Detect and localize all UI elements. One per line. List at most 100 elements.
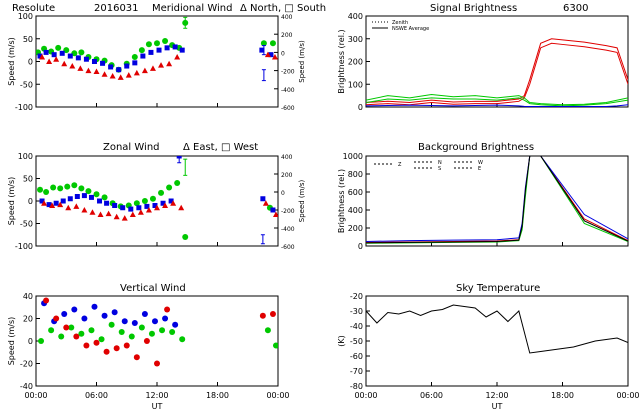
meridional-point: [116, 67, 122, 73]
zonal-point: [50, 184, 57, 191]
zonal-point: [81, 207, 88, 213]
sky-ytick-label: -80: [350, 382, 363, 391]
meridional-point: [156, 47, 162, 53]
background-ytick-label: 400: [348, 206, 363, 215]
meridional-point: [53, 56, 60, 62]
meridional-title: Meridional Wind: [152, 3, 232, 14]
vertical-xtick-label: 12:00: [145, 391, 168, 400]
zonal-point: [120, 205, 126, 211]
vertical-point: [78, 330, 85, 337]
background-title: Background Brightness: [418, 142, 534, 153]
vertical-point: [103, 348, 110, 355]
zonal-ytick-label: -100: [15, 242, 33, 251]
vertical-point: [68, 324, 75, 331]
meridional-point: [174, 53, 181, 60]
zonal-point: [105, 210, 112, 217]
signal-ytick-label: 300: [348, 35, 363, 44]
meridional-point: [141, 67, 148, 74]
zonal-point: [71, 182, 78, 189]
background-series-line: [366, 156, 628, 244]
zonal-point: [149, 195, 156, 202]
sky-ytick-label: -70: [350, 367, 363, 376]
sky-ytick-label: -20: [350, 292, 363, 301]
vertical-ytick-label: 20: [23, 315, 33, 324]
meridional-point: [78, 49, 85, 56]
meridional-point: [67, 53, 73, 59]
vertical-point: [269, 311, 276, 317]
zonal-point: [168, 198, 174, 204]
vertical-point: [98, 336, 105, 343]
zonal-ytick-right-label: 0: [281, 190, 285, 197]
meridional-point: [132, 60, 138, 66]
zonal-point: [57, 185, 64, 192]
meridional-point: [158, 62, 165, 68]
sky-xlabel: UT: [492, 402, 503, 411]
meridional-point: [85, 67, 92, 74]
meridional-ytick-label: 100: [18, 12, 33, 21]
vertical-point: [38, 338, 45, 344]
background-legend-label: W: [478, 160, 483, 166]
vertical-point: [162, 315, 169, 322]
zonal-point: [162, 202, 169, 208]
signal-title: Signal Brightness: [430, 3, 517, 14]
meridional-point: [138, 47, 145, 54]
meridional-ytick-label: -50: [20, 80, 33, 89]
meridional-point: [260, 40, 267, 47]
zonal-point: [49, 202, 56, 208]
vertical-point: [83, 342, 90, 349]
zonal-point: [262, 200, 269, 206]
sky-data-area: [366, 304, 628, 354]
vertical-point: [71, 306, 78, 313]
signal-series-line: [366, 42, 628, 106]
zonal-point: [133, 200, 140, 207]
zonal-point: [272, 211, 278, 217]
meridional-point: [46, 58, 53, 64]
vertical-point: [123, 342, 130, 349]
vertical-point: [179, 336, 186, 343]
zonal-point: [43, 189, 50, 195]
meridional-point: [140, 53, 146, 59]
zonal-point: [60, 198, 66, 204]
background-ytick-label: 200: [348, 224, 363, 233]
zonal-point: [270, 207, 276, 213]
meridional-point: [59, 50, 65, 56]
vertical-point: [172, 321, 179, 328]
vertical-point: [159, 327, 166, 334]
meridional-ytick-label: 50: [23, 35, 33, 44]
meridional-point: [179, 47, 185, 53]
meridional-point: [83, 56, 89, 62]
sky-xtick-label: 18:00: [551, 391, 574, 400]
vertical-point: [272, 342, 278, 349]
meridional-point: [145, 41, 152, 48]
meridional-plot-frame: [35, 15, 279, 108]
vertical-point: [108, 321, 115, 328]
meridional-ylabel: Speed (m/s): [7, 37, 16, 86]
vertical-point: [169, 329, 176, 335]
background-ytick-label: 600: [348, 188, 363, 197]
meridional-ytick-right-label: -200: [281, 69, 295, 76]
signal-series-line: [366, 38, 628, 103]
zonal-point: [137, 209, 144, 215]
signal-ytick-label: 400: [348, 12, 363, 21]
meridional-ytick-right-label: 0: [281, 50, 285, 57]
sky-xtick-label: 00:00: [354, 391, 377, 400]
vertical-point: [111, 309, 118, 316]
vertical-point: [63, 324, 70, 331]
vertical-ytick-label: -40: [20, 382, 33, 391]
zonal-ylabel-right: Speed (m/s): [298, 180, 306, 223]
meridional-ytick-right-label: 200: [281, 32, 293, 39]
background-series-line: [366, 156, 628, 244]
vertical-data-area: [38, 297, 278, 367]
zonal-point: [57, 201, 64, 208]
zonal-point: [128, 206, 134, 212]
signal-legend-label: Zenith: [392, 20, 408, 26]
vertical-xlabel: UT: [152, 402, 163, 411]
sky-title: Sky Temperature: [456, 283, 540, 294]
zonal-point: [104, 200, 110, 206]
background-legend-label: N: [438, 160, 442, 166]
vertical-point: [259, 312, 266, 319]
background-series-line: [366, 156, 628, 242]
meridional-point: [71, 50, 78, 57]
zonal-point: [178, 204, 185, 211]
zonal-point: [88, 194, 94, 200]
